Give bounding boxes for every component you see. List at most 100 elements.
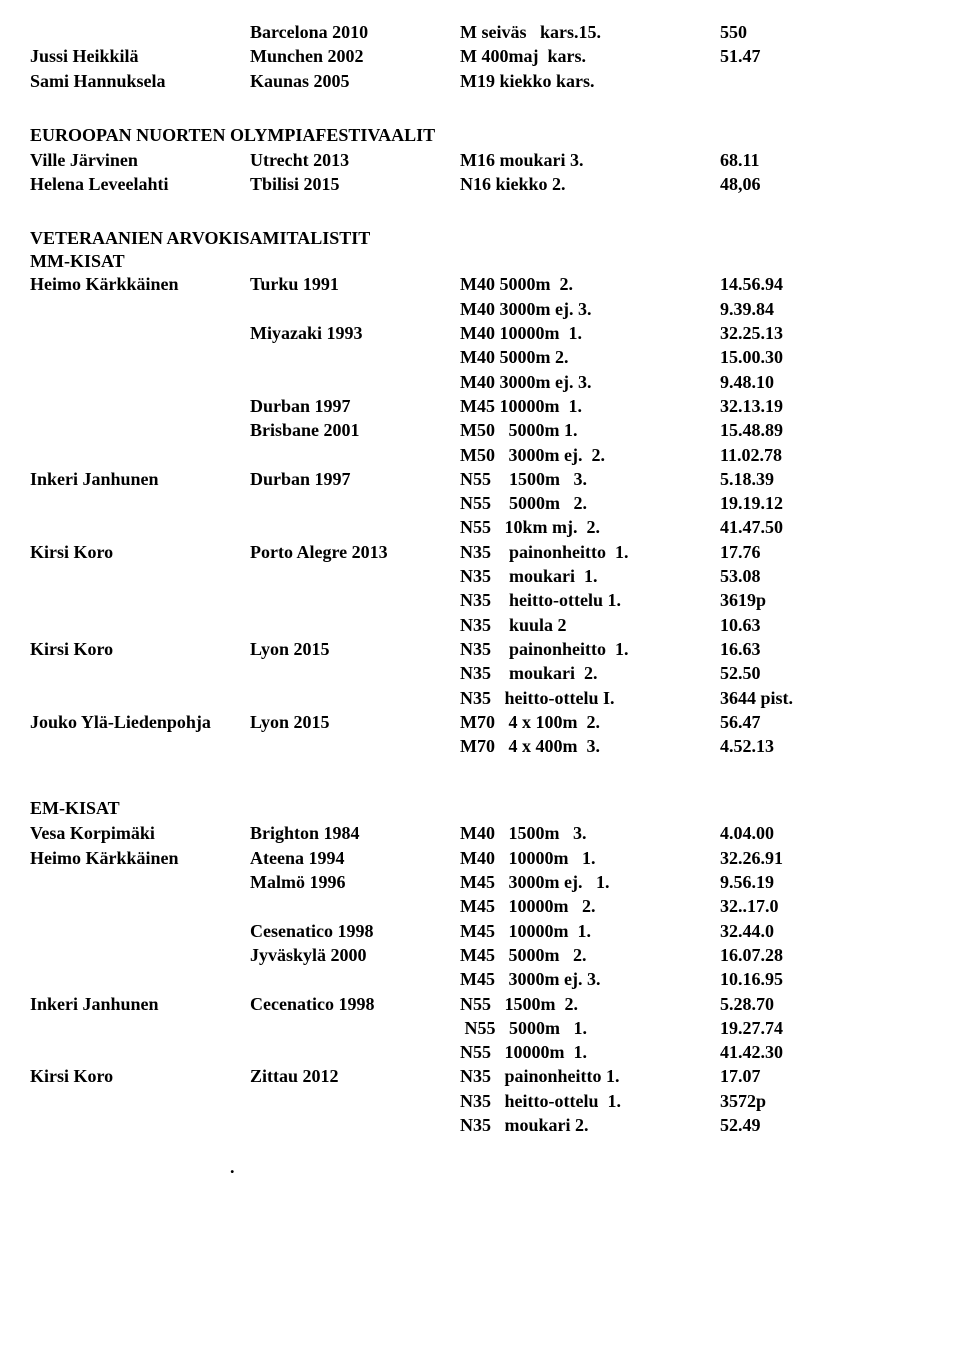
- event: N35 painonheitto 1.: [460, 540, 720, 564]
- result: 32.26.91: [720, 846, 930, 870]
- athlete-name: Inkeri Janhunen: [30, 467, 250, 491]
- data-row: N55 5000m 1.19.27.74: [30, 1016, 930, 1040]
- result: 53.08: [720, 564, 930, 588]
- venue: [250, 686, 460, 710]
- venue: [250, 443, 460, 467]
- event: M45 3000m ej. 3.: [460, 967, 720, 991]
- athlete-name: [30, 919, 250, 943]
- athlete-name: Kirsi Koro: [30, 1064, 250, 1088]
- venue: [250, 734, 460, 758]
- venue: Ateena 1994: [250, 846, 460, 870]
- athlete-name: [30, 967, 250, 991]
- data-row: N55 10000m 1.41.42.30: [30, 1040, 930, 1064]
- section1-rows: Ville JärvinenUtrecht 2013M16 moukari 3.…: [30, 148, 930, 197]
- result: 56.47: [720, 710, 930, 734]
- venue: Porto Alegre 2013: [250, 540, 460, 564]
- data-row: M50 3000m ej. 2.11.02.78: [30, 443, 930, 467]
- data-row: Jyväskylä 2000M45 5000m 2.16.07.28: [30, 943, 930, 967]
- event: M45 10000m 1.: [460, 394, 720, 418]
- athlete-name: [30, 20, 250, 44]
- data-row: M70 4 x 400m 3.4.52.13: [30, 734, 930, 758]
- athlete-name: Ville Järvinen: [30, 148, 250, 172]
- event: M40 10000m 1.: [460, 321, 720, 345]
- venue: [250, 661, 460, 685]
- event: N35 kuula 2: [460, 613, 720, 637]
- athlete-name: [30, 515, 250, 539]
- data-row: Vesa KorpimäkiBrighton 1984M40 1500m 3.4…: [30, 821, 930, 845]
- result: 32.25.13: [720, 321, 930, 345]
- venue: Zittau 2012: [250, 1064, 460, 1088]
- venue: Cecenatico 1998: [250, 992, 460, 1016]
- event: M40 5000m 2.: [460, 345, 720, 369]
- data-row: Kirsi KoroZittau 2012N35 painonheitto 1.…: [30, 1064, 930, 1088]
- section3-rows: Vesa KorpimäkiBrighton 1984M40 1500m 3.4…: [30, 821, 930, 1137]
- result: 41.47.50: [720, 515, 930, 539]
- venue: Munchen 2002: [250, 44, 460, 68]
- venue: Tbilisi 2015: [250, 172, 460, 196]
- venue: [250, 613, 460, 637]
- event: N55 10km mj. 2.: [460, 515, 720, 539]
- event: N35 painonheitto 1.: [460, 637, 720, 661]
- data-row: Miyazaki 1993M40 10000m 1.32.25.13: [30, 321, 930, 345]
- venue: Turku 1991: [250, 272, 460, 296]
- result: 32.44.0: [720, 919, 930, 943]
- data-row: N35 heitto-ottelu 1.3572p: [30, 1089, 930, 1113]
- athlete-name: Kirsi Koro: [30, 540, 250, 564]
- result: 16.07.28: [720, 943, 930, 967]
- event: N35 painonheitto 1.: [460, 1064, 720, 1088]
- event: M45 10000m 2.: [460, 894, 720, 918]
- event: M70 4 x 100m 2.: [460, 710, 720, 734]
- venue: [250, 588, 460, 612]
- data-row: N35 moukari 2.52.50: [30, 661, 930, 685]
- result: 17.07: [720, 1064, 930, 1088]
- athlete-name: Vesa Korpimäki: [30, 821, 250, 845]
- athlete-name: [30, 1113, 250, 1137]
- athlete-name: [30, 394, 250, 418]
- result: 550: [720, 20, 930, 44]
- event: M45 10000m 1.: [460, 919, 720, 943]
- result: 52.50: [720, 661, 930, 685]
- data-row: M45 3000m ej. 3.10.16.95: [30, 967, 930, 991]
- result: 17.76: [720, 540, 930, 564]
- event: M16 moukari 3.: [460, 148, 720, 172]
- result: 4.04.00: [720, 821, 930, 845]
- result: 15.48.89: [720, 418, 930, 442]
- result: 32.13.19: [720, 394, 930, 418]
- athlete-name: Kirsi Koro: [30, 637, 250, 661]
- section3-title: EM-KISAT: [30, 798, 930, 819]
- result: 19.27.74: [720, 1016, 930, 1040]
- result: 51.47: [720, 44, 930, 68]
- event: M40 1500m 3.: [460, 821, 720, 845]
- venue: Cesenatico 1998: [250, 919, 460, 943]
- event: N35 heitto-ottelu 1.: [460, 1089, 720, 1113]
- event: N55 1500m 3.: [460, 467, 720, 491]
- section1-title: EUROOPAN NUORTEN OLYMPIAFESTIVAALIT: [30, 125, 930, 146]
- event: M 400maj kars.: [460, 44, 720, 68]
- result: 16.63: [720, 637, 930, 661]
- data-row: Inkeri JanhunenDurban 1997N55 1500m 3.5.…: [30, 467, 930, 491]
- athlete-name: [30, 297, 250, 321]
- data-row: N55 5000m 2.19.19.12: [30, 491, 930, 515]
- venue: Brisbane 2001: [250, 418, 460, 442]
- result: 14.56.94: [720, 272, 930, 296]
- athlete-name: [30, 734, 250, 758]
- event: M19 kiekko kars.: [460, 69, 720, 93]
- data-row: M40 5000m 2.15.00.30: [30, 345, 930, 369]
- data-row: M40 3000m ej. 3.9.39.84: [30, 297, 930, 321]
- event: N35 moukari 2.: [460, 661, 720, 685]
- venue: [250, 370, 460, 394]
- athlete-name: [30, 418, 250, 442]
- data-row: Heimo KärkkäinenAteena 1994M40 10000m 1.…: [30, 846, 930, 870]
- venue: Lyon 2015: [250, 710, 460, 734]
- venue: Miyazaki 1993: [250, 321, 460, 345]
- result: 10.16.95: [720, 967, 930, 991]
- athlete-name: [30, 1089, 250, 1113]
- data-row: Jussi HeikkiläMunchen 2002M 400maj kars.…: [30, 44, 930, 68]
- result: 41.42.30: [720, 1040, 930, 1064]
- result: 4.52.13: [720, 734, 930, 758]
- data-row: Brisbane 2001M50 5000m 1.15.48.89: [30, 418, 930, 442]
- result: 15.00.30: [720, 345, 930, 369]
- data-row: Barcelona 2010M seiväs kars.15.550: [30, 20, 930, 44]
- result: 68.11: [720, 148, 930, 172]
- athlete-name: [30, 588, 250, 612]
